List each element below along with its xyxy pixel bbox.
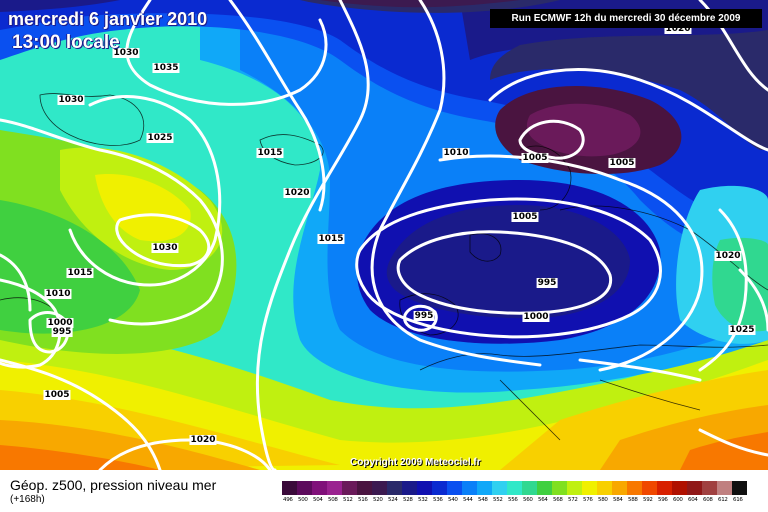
color-scale-label: 544 xyxy=(463,497,473,503)
color-scale-label: 568 xyxy=(553,497,563,503)
color-scale-swatch: 568 xyxy=(552,481,567,503)
color-scale-swatch: 536 xyxy=(432,481,447,503)
color-scale: 496 500 504 508 512 516 520 524 528 532 536 540 544 5… xyxy=(282,481,747,503)
isobar-label: 995 xyxy=(536,278,558,288)
color-scale-swatch: 580 xyxy=(597,481,612,503)
color-scale-label: 576 xyxy=(583,497,593,503)
color-scale-label: 528 xyxy=(403,497,413,503)
legend-title: Géop. z500, pression niveau mer xyxy=(10,477,217,493)
color-scale-label: 548 xyxy=(478,497,488,503)
color-scale-label: 524 xyxy=(388,497,398,503)
color-scale-swatch: 508 xyxy=(327,481,342,503)
isobar-label: 1000 xyxy=(46,318,74,328)
color-scale-swatch: 612 xyxy=(717,481,732,503)
color-scale-label: 508 xyxy=(328,497,338,503)
color-scale-swatch: 588 xyxy=(627,481,642,503)
color-scale-label: 604 xyxy=(688,497,698,503)
color-scale-swatch: 572 xyxy=(567,481,582,503)
color-scale-swatch: 524 xyxy=(387,481,402,503)
isobar-label: 1020 xyxy=(664,24,692,34)
color-scale-label: 616 xyxy=(733,497,743,503)
isobar-label: 1015 xyxy=(317,234,345,244)
forecast-map xyxy=(0,0,768,470)
isobar-label: 1020 xyxy=(189,435,217,445)
color-scale-swatch: 608 xyxy=(702,481,717,503)
copyright: Copyright 2009 Meteociel.fr xyxy=(350,457,481,468)
color-scale-label: 560 xyxy=(523,497,533,503)
isobar-label: 1035 xyxy=(152,63,180,73)
color-scale-label: 496 xyxy=(283,497,293,503)
color-scale-swatch: 556 xyxy=(507,481,522,503)
color-scale-swatch: 616 xyxy=(732,481,747,503)
isobar-label: 1015 xyxy=(66,268,94,278)
color-scale-swatch: 560 xyxy=(522,481,537,503)
color-scale-swatch: 600 xyxy=(672,481,687,503)
color-scale-label: 532 xyxy=(418,497,428,503)
color-scale-label: 552 xyxy=(493,497,503,503)
color-scale-label: 612 xyxy=(718,497,728,503)
color-scale-label: 588 xyxy=(628,497,638,503)
color-scale-swatch: 540 xyxy=(447,481,462,503)
color-scale-label: 572 xyxy=(568,497,578,503)
isobar-label: 1015 xyxy=(256,148,284,158)
isobar-label: 1020 xyxy=(283,188,311,198)
color-scale-swatch: 504 xyxy=(312,481,327,503)
color-scale-swatch: 592 xyxy=(642,481,657,503)
isobar-label: 995 xyxy=(51,327,73,337)
color-scale-label: 564 xyxy=(538,497,548,503)
color-scale-label: 556 xyxy=(508,497,518,503)
color-scale-label: 540 xyxy=(448,497,458,503)
color-scale-swatch: 528 xyxy=(402,481,417,503)
isobar-label: 1020 xyxy=(714,251,742,261)
isobar-label: 1010 xyxy=(44,289,72,299)
isobar-label: 1005 xyxy=(511,212,539,222)
color-scale-label: 592 xyxy=(643,497,653,503)
color-scale-label: 536 xyxy=(433,497,443,503)
color-scale-swatch: 516 xyxy=(357,481,372,503)
color-scale-label: 584 xyxy=(613,497,623,503)
color-scale-swatch: 532 xyxy=(417,481,432,503)
isobar-label: 1025 xyxy=(728,325,756,335)
run-info: Run ECMWF 12h du mercredi 30 décembre 20… xyxy=(490,9,762,28)
isobar-label: 1030 xyxy=(112,48,140,58)
color-scale-label: 516 xyxy=(358,497,368,503)
color-scale-swatch: 500 xyxy=(297,481,312,503)
color-scale-swatch: 496 xyxy=(282,481,297,503)
isobar-label: 1030 xyxy=(151,243,179,253)
color-scale-label: 580 xyxy=(598,497,608,503)
color-scale-label: 608 xyxy=(703,497,713,503)
forecast-date: mercredi 6 janvier 2010 xyxy=(8,9,208,29)
color-scale-label: 520 xyxy=(373,497,383,503)
legend-subtitle: (+168h) xyxy=(10,494,45,505)
color-scale-swatch: 512 xyxy=(342,481,357,503)
color-scale-swatch: 564 xyxy=(537,481,552,503)
isobar-label: 1025 xyxy=(146,133,174,143)
color-scale-label: 504 xyxy=(313,497,323,503)
isobar-label: 1005 xyxy=(521,153,549,163)
isobar-label: 1030 xyxy=(57,95,85,105)
color-scale-label: 512 xyxy=(343,497,353,503)
color-scale-swatch: 520 xyxy=(372,481,387,503)
forecast-time: 13:00 locale xyxy=(12,32,120,53)
isobar-label: 1005 xyxy=(608,158,636,168)
color-scale-label: 596 xyxy=(658,497,668,503)
isobar-label: 1000 xyxy=(522,312,550,322)
color-scale-swatch: 604 xyxy=(687,481,702,503)
color-scale-swatch: 596 xyxy=(657,481,672,503)
color-scale-label: 500 xyxy=(298,497,308,503)
isobar-label: 1005 xyxy=(43,390,71,400)
color-scale-swatch: 548 xyxy=(477,481,492,503)
isobar-label: 995 xyxy=(413,311,435,321)
color-scale-label: 600 xyxy=(673,497,683,503)
color-scale-swatch: 584 xyxy=(612,481,627,503)
color-scale-swatch: 544 xyxy=(462,481,477,503)
color-scale-swatch: 552 xyxy=(492,481,507,503)
isobar-label: 1010 xyxy=(442,148,470,158)
color-scale-swatch: 576 xyxy=(582,481,597,503)
